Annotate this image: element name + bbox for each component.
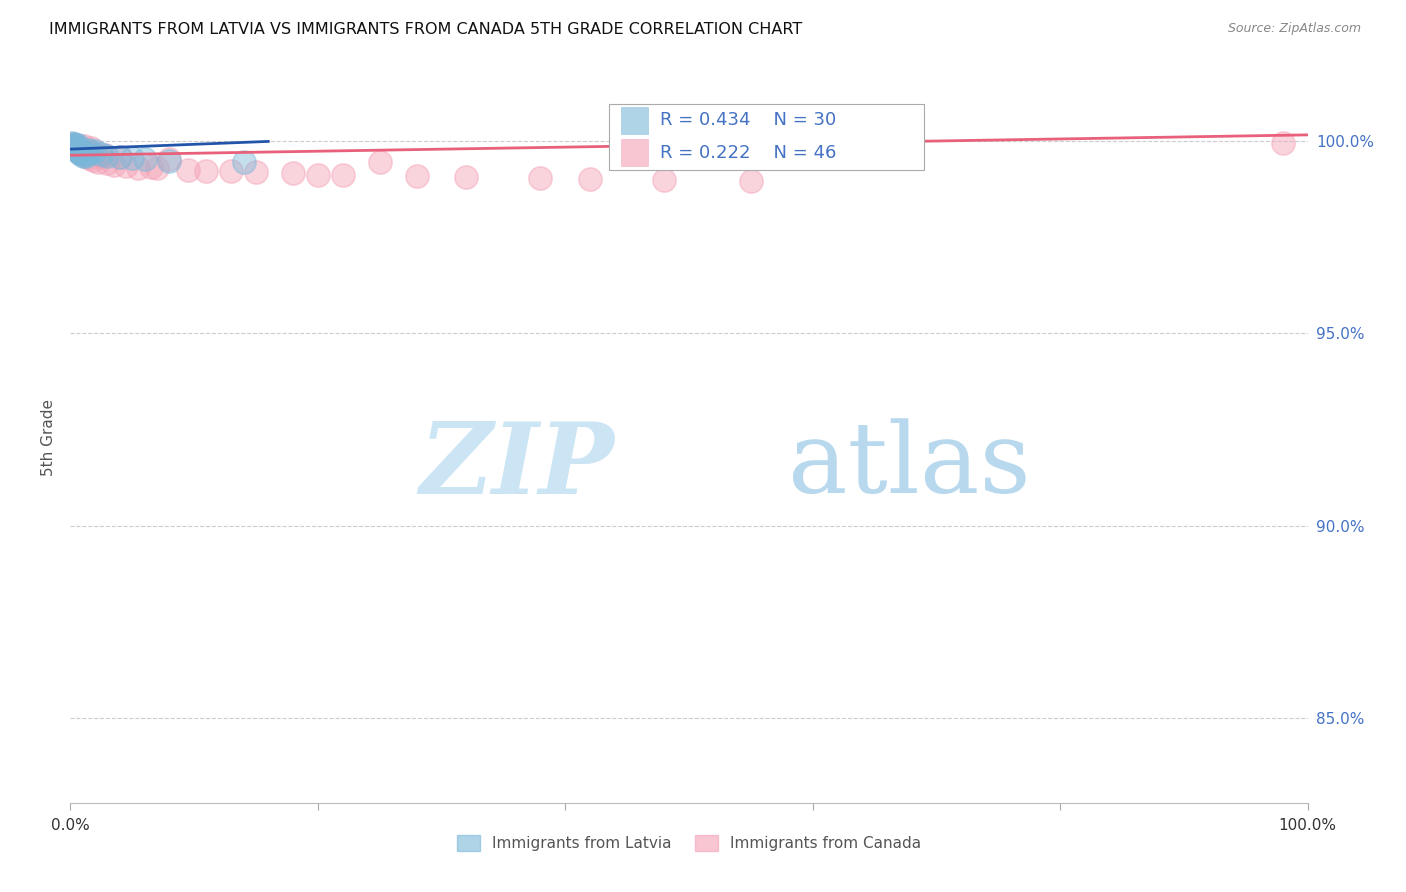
Point (65, 139, 87, 153)
Point (456, 170, 478, 185)
Point (96, 156, 118, 170)
Point (84, 145, 107, 159)
Point (1271, 136, 1294, 150)
Point (103, 157, 125, 171)
Point (405, 169, 427, 183)
Point (62, 138, 84, 153)
Point (75, 143, 97, 157)
Point (73, 145, 96, 160)
Point (307, 168, 329, 182)
Point (245, 165, 267, 179)
Point (77, 151, 100, 165)
Point (281, 166, 304, 180)
Point (90, 149, 112, 163)
Point (65, 140, 87, 154)
Point (121, 151, 143, 165)
Point (67, 145, 90, 160)
Y-axis label: 5th Grade: 5th Grade (41, 399, 56, 475)
Point (63, 140, 86, 154)
Point (66, 143, 89, 157)
Point (652, 173, 675, 187)
Point (157, 152, 180, 166)
Point (740, 174, 762, 188)
Point (80, 141, 103, 155)
Point (75, 149, 97, 163)
Point (94, 148, 117, 162)
Point (108, 150, 131, 164)
Point (75, 147, 97, 161)
Point (134, 152, 156, 166)
FancyBboxPatch shape (621, 139, 648, 166)
Point (80, 145, 103, 160)
Text: ZIP: ZIP (420, 418, 614, 515)
Point (65, 141, 87, 155)
Point (84, 145, 107, 160)
Point (69, 145, 91, 159)
Point (63, 136, 86, 151)
Point (62, 139, 84, 153)
Point (65, 142, 87, 156)
Point (108, 150, 131, 164)
Point (66, 143, 89, 157)
Point (69, 143, 91, 157)
Point (219, 164, 242, 178)
Point (115, 159, 138, 173)
Point (65, 137, 87, 152)
Point (62, 137, 84, 152)
Point (70, 147, 93, 161)
Point (146, 161, 169, 176)
Point (177, 162, 200, 177)
Point (529, 171, 551, 186)
Point (63, 139, 86, 153)
Point (157, 153, 180, 168)
Point (851, 137, 873, 152)
Point (66, 139, 89, 153)
FancyBboxPatch shape (609, 104, 924, 170)
Point (67, 145, 90, 160)
Point (72, 149, 94, 163)
Point (72, 147, 94, 161)
Point (69, 145, 91, 160)
Point (60, 136, 83, 151)
Text: Source: ZipAtlas.com: Source: ZipAtlas.com (1227, 22, 1361, 36)
Point (139, 160, 162, 174)
FancyBboxPatch shape (621, 107, 648, 134)
Point (73, 139, 96, 153)
Legend: Immigrants from Latvia, Immigrants from Canada: Immigrants from Latvia, Immigrants from … (451, 830, 927, 857)
Text: R = 0.434    N = 30: R = 0.434 N = 30 (661, 112, 837, 129)
Point (368, 154, 391, 169)
Point (63, 138, 86, 153)
Point (195, 163, 218, 178)
Point (332, 169, 354, 183)
Point (96, 149, 118, 163)
Text: R = 0.222    N = 46: R = 0.222 N = 46 (661, 144, 837, 161)
Point (60, 136, 83, 150)
Point (90, 147, 112, 161)
Point (66, 138, 89, 153)
Point (77, 143, 100, 157)
Point (579, 172, 602, 186)
Text: IMMIGRANTS FROM LATVIA VS IMMIGRANTS FROM CANADA 5TH GRADE CORRELATION CHART: IMMIGRANTS FROM LATVIA VS IMMIGRANTS FRO… (49, 22, 803, 37)
Text: atlas: atlas (787, 418, 1031, 514)
Point (127, 161, 149, 175)
Point (82, 153, 104, 167)
Point (232, 154, 254, 169)
Point (65, 142, 87, 156)
Point (70, 145, 93, 160)
Point (67, 145, 90, 159)
Point (75, 149, 97, 163)
Point (86, 154, 108, 169)
